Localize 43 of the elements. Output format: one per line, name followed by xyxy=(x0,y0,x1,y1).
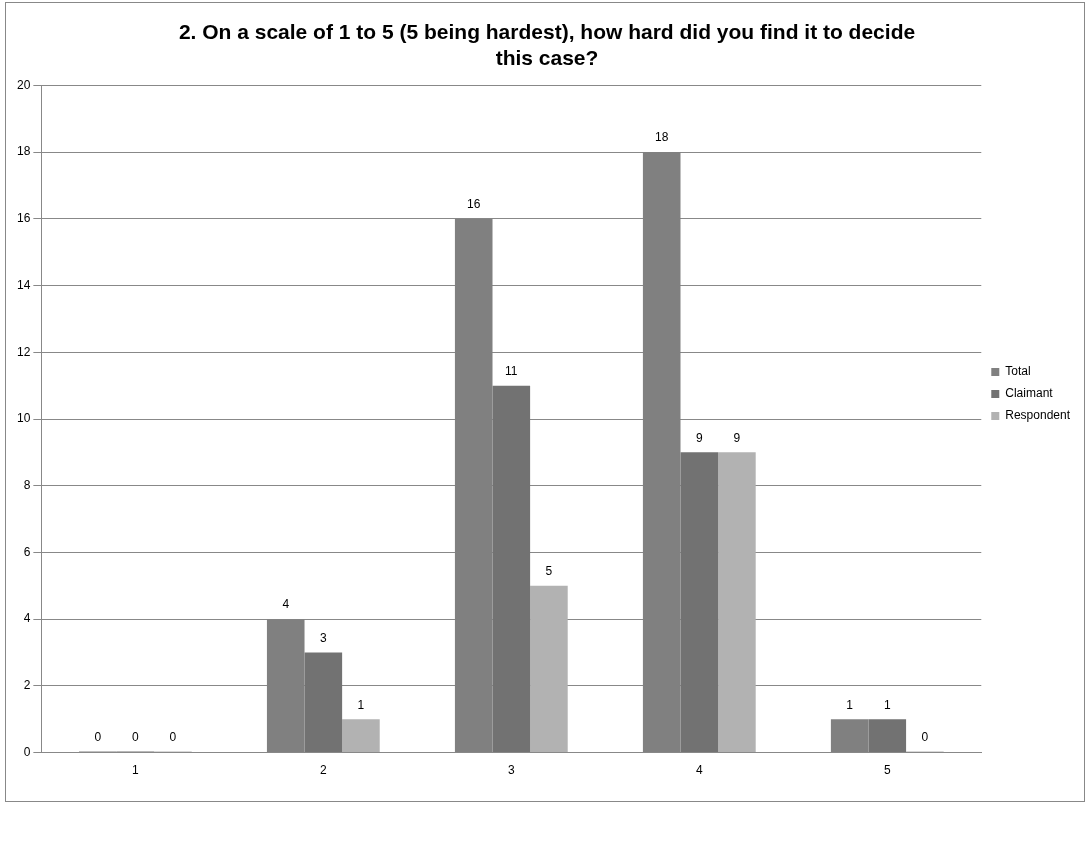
y-tick-label: 20 xyxy=(16,77,31,92)
data-label: 0 xyxy=(94,729,102,744)
data-label: 1 xyxy=(846,697,854,712)
bar xyxy=(830,719,869,753)
y-tick-label: 2 xyxy=(23,678,31,693)
data-label: 18 xyxy=(655,130,669,145)
data-label: 0 xyxy=(132,729,139,744)
legend-label: Total xyxy=(1005,364,1031,379)
bar xyxy=(342,719,380,753)
x-tick-label: 3 xyxy=(507,763,515,778)
data-label: 1 xyxy=(883,697,891,712)
y-tick-label: 14 xyxy=(16,277,31,292)
bar xyxy=(680,452,719,753)
bar xyxy=(868,719,907,753)
data-label: 9 xyxy=(695,430,703,445)
data-label: 16 xyxy=(467,197,481,212)
bar xyxy=(530,585,568,753)
y-tick-label: 16 xyxy=(16,211,31,226)
y-tick-label: 4 xyxy=(23,611,31,626)
y-tick-label: 6 xyxy=(23,544,31,559)
x-tick-label: 2 xyxy=(319,763,327,778)
y-tick-label: 18 xyxy=(16,144,31,159)
data-label: 11 xyxy=(505,363,518,378)
data-label: 0 xyxy=(921,729,929,744)
data-label: 5 xyxy=(545,564,553,579)
legend-label: Respondent xyxy=(1005,408,1071,423)
bar xyxy=(718,452,756,753)
data-label: 9 xyxy=(733,430,741,445)
bar xyxy=(304,652,343,753)
data-label: 4 xyxy=(282,597,290,612)
chart-title: 2. On a scale of 1 to 5 (5 being hardest), how hard did you find it to decide this case? xyxy=(178,20,916,69)
bar xyxy=(492,385,531,753)
y-tick-label: 0 xyxy=(23,744,31,759)
x-tick-label: 1 xyxy=(132,763,139,778)
legend-label: Claimant xyxy=(1005,386,1054,401)
x-tick-label: 5 xyxy=(883,763,891,778)
data-label: 0 xyxy=(169,729,177,744)
data-label: 1 xyxy=(357,697,365,712)
y-tick-label: 12 xyxy=(16,344,31,359)
y-tick-label: 8 xyxy=(23,478,31,493)
x-tick-label: 4 xyxy=(695,763,703,778)
y-tick-label: 10 xyxy=(16,411,31,426)
data-label: 3 xyxy=(319,630,327,645)
